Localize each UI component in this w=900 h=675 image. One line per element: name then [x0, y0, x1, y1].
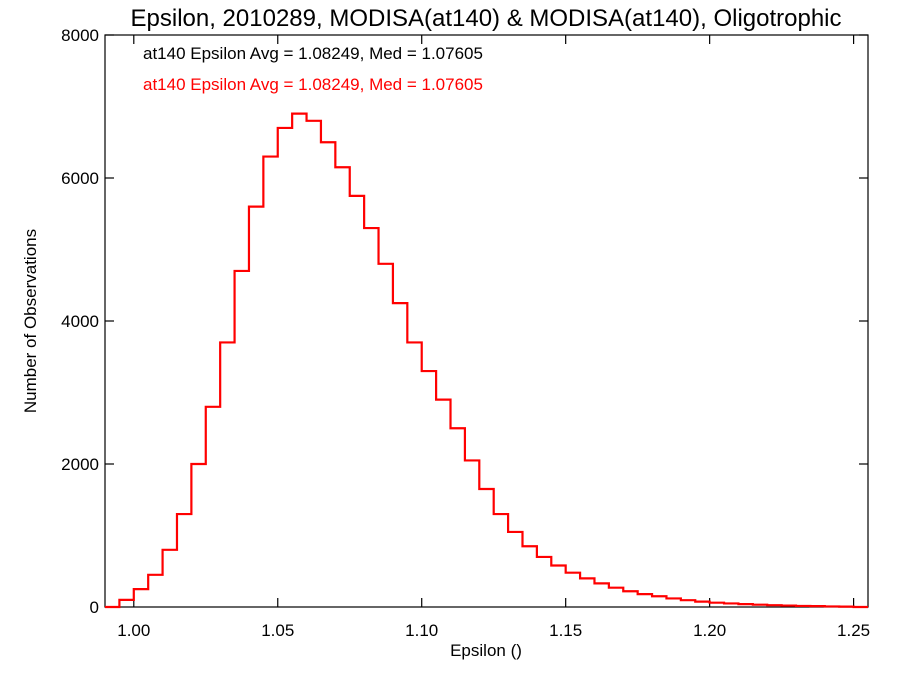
x-tick-label: 1.20 [693, 621, 726, 640]
plot-frame [104, 34, 869, 608]
x-tick-label: 1.15 [549, 621, 582, 640]
y-tick-label: 0 [90, 598, 99, 617]
y-tick-label: 2000 [61, 455, 99, 474]
x-tick-label: 1.25 [837, 621, 870, 640]
annotation-red: at140 Epsilon Avg = 1.08249, Med = 1.076… [143, 75, 483, 94]
annotation-black: at140 Epsilon Avg = 1.08249, Med = 1.076… [143, 44, 483, 63]
y-tick-label: 4000 [61, 312, 99, 331]
y-tick-label: 6000 [61, 169, 99, 188]
y-tick-label: 8000 [61, 26, 99, 45]
y-axis-label: Number of Observations [21, 229, 40, 413]
x-tick-label: 1.00 [117, 621, 150, 640]
y-axis-ticks: 0 2000 4000 6000 8000 [61, 26, 868, 617]
x-tick-label: 1.10 [405, 621, 438, 640]
x-axis-label: Epsilon () [450, 641, 522, 660]
chart-title: Epsilon, 2010289, MODISA(at140) & MODISA… [131, 5, 842, 32]
x-tick-label: 1.05 [261, 621, 294, 640]
series-step-line [105, 112, 868, 609]
x-axis-ticks: 1.00 1.05 1.10 1.15 1.20 1.25 [117, 35, 870, 640]
